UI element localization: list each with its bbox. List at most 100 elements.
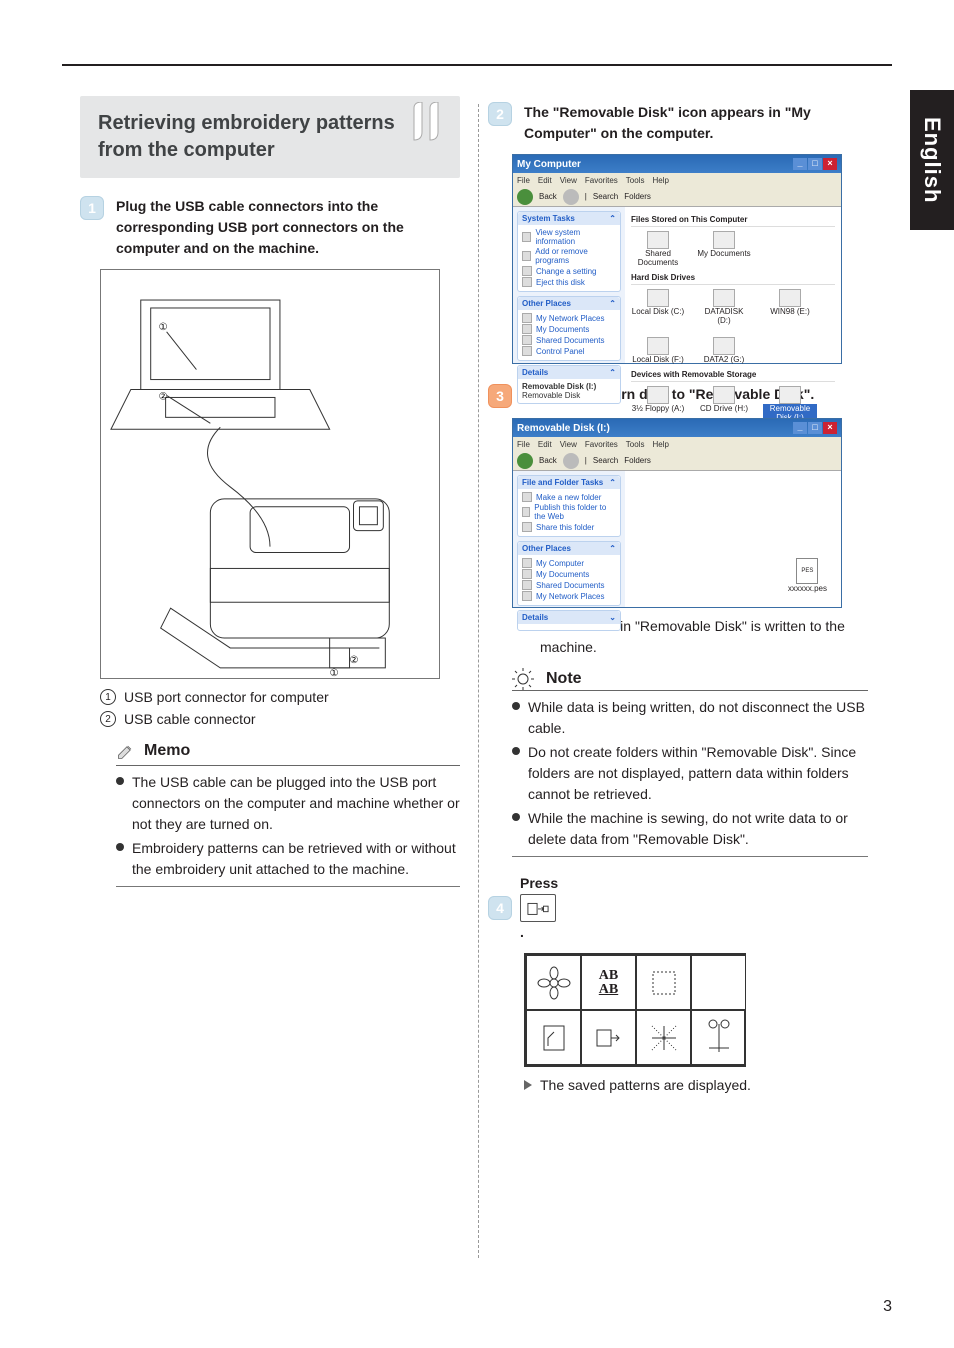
panel-other-places: Other Places⌃ My Computer My Documents S… <box>517 541 621 606</box>
press-suffix: . <box>520 924 524 940</box>
icon-label: CD Drive (H:) <box>697 404 751 413</box>
window-controls: _□× <box>792 422 837 434</box>
note-text-3: While the machine is sewing, do not writ… <box>528 808 868 850</box>
file-label-selected: xxxxxx.pes <box>788 584 827 593</box>
result-text-2: The saved patterns are displayed. <box>540 1075 751 1096</box>
screenshot-removable-disk: Removable Disk (I:) _□× File Edit View F… <box>512 418 842 608</box>
laptop-svg: ① ② ② <box>101 270 439 678</box>
column-divider <box>478 104 479 1258</box>
step-2-text: The "Removable Disk" icon appears in "My… <box>524 102 868 144</box>
main-pane: Files Stored on This Computer Shared Doc… <box>625 207 841 363</box>
file-icon-item: PES xxxxxx.pes <box>788 558 827 593</box>
step-1-number: 1 <box>80 196 104 220</box>
lcd-cell-usb-icon <box>581 1010 636 1065</box>
sun-note-icon <box>512 668 540 690</box>
menu-favorites: Favorites <box>585 440 618 449</box>
legend-item-1: 1 USB port connector for computer <box>100 689 460 705</box>
lcd-cell-frame-icon <box>636 955 691 1010</box>
screenshot-my-computer: My Computer _□× File Edit View Favorites… <box>512 154 842 364</box>
device-icon-item: 3½ Floppy (A:) <box>631 386 685 422</box>
panel-item: Eject this disk <box>536 278 585 287</box>
menu-bar: File Edit View Favorites Tools Help <box>513 173 841 187</box>
panel-item: My Computer <box>536 559 584 568</box>
note-block: Note While data is being written, do not… <box>512 668 868 857</box>
legend-list: 1 USB port connector for computer 2 USB … <box>100 689 460 727</box>
legend-item-2: 2 USB cable connector <box>100 711 460 727</box>
drive-icon-item: DATA2 (G:) <box>697 337 751 364</box>
menu-file: File <box>517 176 530 185</box>
panel-details: Details⌄ <box>517 610 621 631</box>
memo-item-2: Embroidery patterns can be retrieved wit… <box>116 838 460 880</box>
panel-item: Shared Documents <box>536 581 604 590</box>
memo-text-1: The USB cable can be plugged into the US… <box>132 772 460 835</box>
panel-hd: System Tasks <box>522 214 575 223</box>
memo-rule <box>116 765 460 766</box>
details-line1: Removable Disk (I:) <box>522 382 616 391</box>
bullet-icon <box>512 702 520 710</box>
memo-end-rule <box>116 886 460 887</box>
svg-text:①: ① <box>330 668 339 678</box>
step-2: 2 The "Removable Disk" icon appears in "… <box>488 102 868 144</box>
icon-label: DATA2 (G:) <box>697 355 751 364</box>
panel-hd: Other Places <box>522 299 571 308</box>
lcd-cell-card-icon <box>526 1010 581 1065</box>
legend-text-2: USB cable connector <box>124 711 256 727</box>
panel-hd: File and Folder Tasks <box>522 478 603 487</box>
bullet-icon <box>116 777 124 785</box>
back-label: Back <box>539 456 557 465</box>
panel-hd: Details <box>522 368 548 377</box>
icon-label: Local Disk (C:) <box>631 307 685 316</box>
note-item-1: While data is being written, do not disc… <box>512 697 868 739</box>
back-label: Back <box>539 192 557 201</box>
sidebar: System Tasks⌃ View system information Ad… <box>513 207 625 363</box>
section-hd: Files Stored on This Computer <box>631 215 835 227</box>
pencil-icon <box>116 741 136 761</box>
panel-item: Change a setting <box>536 267 597 276</box>
menu-edit: Edit <box>538 176 552 185</box>
window-title: My Computer <box>517 159 581 170</box>
legend-num-1: 1 <box>100 689 116 705</box>
note-item-2: Do not create folders within "Removable … <box>512 742 868 805</box>
drive-icon-item: WIN98 (E:) <box>763 289 817 325</box>
note-text-1: While data is being written, do not disc… <box>528 697 868 739</box>
device-icon-item: CD Drive (H:) <box>697 386 751 422</box>
main-pane: PES xxxxxx.pes <box>625 471 841 607</box>
step-1-text: Plug the USB cable connectors into the c… <box>116 196 460 259</box>
svg-text:①: ① <box>159 322 168 333</box>
menu-edit: Edit <box>538 440 552 449</box>
panel-file-folder-tasks: File and Folder Tasks⌃ Make a new folder… <box>517 475 621 537</box>
window-titlebar: Removable Disk (I:) _□× <box>513 419 841 437</box>
svg-text:②: ② <box>159 391 168 402</box>
fwd-icon <box>563 189 579 205</box>
step-1: 1 Plug the USB cable connectors into the… <box>80 196 460 259</box>
illustration-laptop-machine: ① ② ② <box>100 269 440 679</box>
header-rule <box>62 64 892 66</box>
panel-item: Publish this folder to the Web <box>534 503 616 521</box>
section-title: Retrieving embroidery patterns from the … <box>98 110 442 164</box>
svg-text:②: ② <box>350 655 359 666</box>
window-body: File and Folder Tasks⌃ Make a new folder… <box>513 471 841 607</box>
panel-item: My Documents <box>536 325 589 334</box>
panel-item: My Network Places <box>536 592 604 601</box>
menu-view: View <box>560 440 577 449</box>
panel-details: Details⌃ Removable Disk (I:) Removable D… <box>517 365 621 404</box>
panel-item: Control Panel <box>536 347 584 356</box>
sidebar: File and Folder Tasks⌃ Make a new folder… <box>513 471 625 607</box>
step-4-number: 4 <box>488 896 512 920</box>
drive-icon-item: Local Disk (C:) <box>631 289 685 325</box>
icon-label: Local Disk (F:) <box>631 355 685 364</box>
panel-item: My Network Places <box>536 314 604 323</box>
search-label: Search <box>593 192 618 201</box>
folders-label: Folders <box>624 192 651 201</box>
window-title: Removable Disk (I:) <box>517 423 610 434</box>
folder-icon-item: Shared Documents <box>631 231 685 267</box>
section-hd: Hard Disk Drives <box>631 273 835 285</box>
step-3-number: 3 <box>488 384 512 408</box>
lcd-cell-cross-icon <box>636 1010 691 1065</box>
panel-item: Add or remove programs <box>535 247 616 265</box>
window-titlebar: My Computer _□× <box>513 155 841 173</box>
panel-item: View system information <box>535 228 616 246</box>
details-line2: Removable Disk <box>522 391 616 400</box>
lcd-pattern-grid: ABAB <box>524 953 746 1067</box>
folders-label: Folders <box>624 456 651 465</box>
